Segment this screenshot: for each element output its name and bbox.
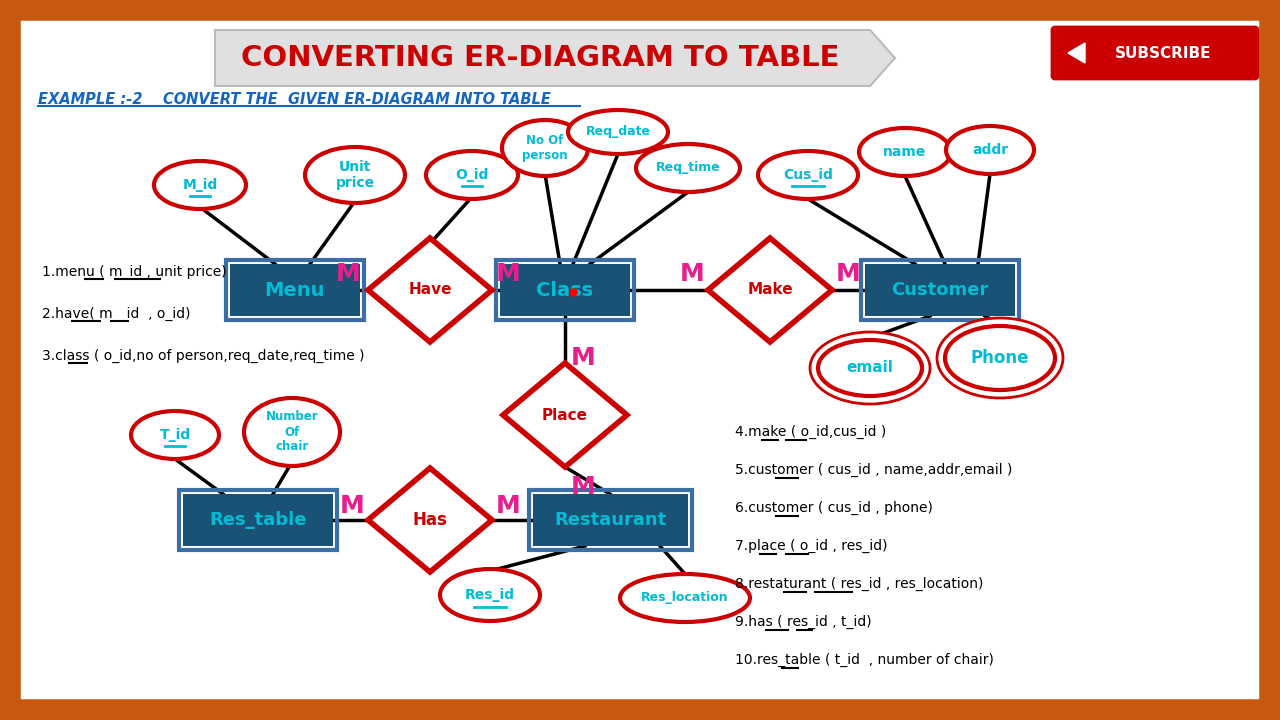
Ellipse shape [244, 398, 340, 466]
Ellipse shape [946, 126, 1034, 174]
Ellipse shape [440, 569, 540, 621]
Text: M_id: M_id [182, 178, 218, 192]
Text: M: M [335, 262, 361, 286]
FancyBboxPatch shape [1052, 27, 1258, 79]
Ellipse shape [502, 120, 588, 176]
Text: 6.customer ( cus_id , phone): 6.customer ( cus_id , phone) [735, 501, 933, 515]
Text: M: M [571, 346, 595, 370]
Text: 1.menu ( m_id , unit price): 1.menu ( m_id , unit price) [42, 265, 227, 279]
Text: 4.make ( o_id,cus_id ): 4.make ( o_id,cus_id ) [735, 425, 886, 439]
Text: M: M [680, 262, 704, 286]
Ellipse shape [620, 574, 750, 622]
Text: EXAMPLE :-2    CONVERT THE  GIVEN ER-DIAGRAM INTO TABLE: EXAMPLE :-2 CONVERT THE GIVEN ER-DIAGRAM… [38, 92, 550, 107]
Polygon shape [503, 363, 627, 467]
Polygon shape [369, 238, 492, 342]
Polygon shape [708, 238, 832, 342]
Text: 3.class ( o_id,no of person,req_date,req_time ): 3.class ( o_id,no of person,req_date,req… [42, 349, 365, 363]
Text: M: M [339, 494, 365, 518]
Ellipse shape [758, 151, 858, 199]
Text: Phone: Phone [970, 349, 1029, 367]
Text: M: M [836, 262, 860, 286]
FancyBboxPatch shape [500, 264, 630, 316]
Ellipse shape [810, 332, 931, 404]
Text: Req_date: Req_date [585, 125, 650, 138]
Text: M: M [571, 475, 595, 499]
Ellipse shape [859, 128, 951, 176]
Text: T_id: T_id [160, 428, 191, 442]
FancyBboxPatch shape [532, 494, 687, 546]
Text: 9.has ( res_id , t_id): 9.has ( res_id , t_id) [735, 615, 872, 629]
Text: 8.restaturant ( res_id , res_location): 8.restaturant ( res_id , res_location) [735, 577, 983, 591]
Text: Make: Make [748, 282, 792, 297]
Text: CONVERTING ER-DIAGRAM TO TABLE: CONVERTING ER-DIAGRAM TO TABLE [241, 44, 840, 72]
FancyBboxPatch shape [230, 264, 360, 316]
Text: 5.customer ( cus_id , name,addr,email ): 5.customer ( cus_id , name,addr,email ) [735, 463, 1012, 477]
FancyBboxPatch shape [183, 494, 333, 546]
Ellipse shape [945, 326, 1055, 390]
Text: No Of
person: No Of person [522, 134, 568, 162]
Text: O_id: O_id [456, 168, 489, 182]
Text: M: M [495, 262, 521, 286]
Ellipse shape [937, 318, 1062, 398]
Text: name: name [883, 145, 927, 159]
Ellipse shape [154, 161, 246, 209]
Text: addr: addr [972, 143, 1009, 157]
Text: Place: Place [541, 408, 588, 423]
Text: 10.res_table ( t_id  , number of chair): 10.res_table ( t_id , number of chair) [735, 653, 993, 667]
Text: 2.have( m__id  , o_id): 2.have( m__id , o_id) [42, 307, 191, 321]
Ellipse shape [636, 144, 740, 192]
Text: M: M [495, 494, 521, 518]
Text: Res_location: Res_location [641, 592, 728, 605]
Ellipse shape [131, 411, 219, 459]
Polygon shape [215, 30, 895, 86]
Text: Class: Class [536, 281, 594, 300]
Ellipse shape [426, 151, 518, 199]
Text: SUBSCRIBE: SUBSCRIBE [1115, 47, 1211, 61]
FancyBboxPatch shape [865, 264, 1015, 316]
Text: Number
Of
chair: Number Of chair [266, 410, 319, 454]
Text: Restaurant: Restaurant [554, 511, 666, 529]
Text: 7.place ( o_id , res_id): 7.place ( o_id , res_id) [735, 539, 887, 553]
Text: Menu: Menu [265, 281, 325, 300]
Text: Res_id: Res_id [465, 588, 515, 602]
Ellipse shape [305, 147, 404, 203]
Text: Res_table: Res_table [209, 511, 307, 529]
Text: email: email [846, 361, 893, 376]
Polygon shape [1068, 43, 1085, 63]
Ellipse shape [818, 340, 922, 396]
FancyBboxPatch shape [18, 18, 1262, 702]
Text: Unit
price: Unit price [335, 160, 375, 190]
Text: Customer: Customer [891, 281, 988, 299]
Text: Have: Have [408, 282, 452, 297]
Ellipse shape [568, 110, 668, 154]
Text: Has: Has [412, 511, 448, 529]
Polygon shape [369, 468, 492, 572]
Text: Cus_id: Cus_id [783, 168, 833, 182]
Text: Req_time: Req_time [655, 161, 721, 174]
